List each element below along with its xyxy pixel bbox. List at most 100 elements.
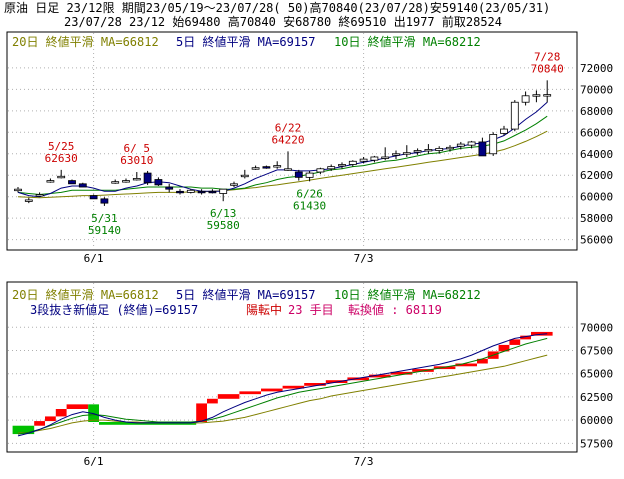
candle bbox=[467, 140, 476, 149]
top-y-tick-label: 72000 bbox=[580, 62, 613, 75]
candle-body bbox=[230, 183, 238, 186]
candle bbox=[456, 141, 465, 150]
candle bbox=[413, 148, 422, 155]
ma10-line-bottom bbox=[17, 337, 548, 435]
candle bbox=[370, 155, 379, 163]
brick-up bbox=[55, 409, 67, 417]
candle-body bbox=[273, 165, 282, 168]
candle-body bbox=[154, 179, 163, 186]
candle bbox=[35, 192, 44, 197]
candle bbox=[197, 189, 206, 195]
top-y-tick-label: 62000 bbox=[580, 169, 613, 182]
annotation-date: 6/26 bbox=[296, 187, 323, 200]
top-y-tick-label: 70000 bbox=[580, 83, 613, 96]
candle bbox=[510, 100, 519, 132]
candle bbox=[176, 189, 184, 195]
candle-body bbox=[132, 178, 141, 181]
bottom-y-tick-label: 62500 bbox=[580, 391, 613, 404]
annotation-value: 64220 bbox=[271, 133, 304, 146]
bottom-moving-averages bbox=[17, 333, 548, 437]
candle-body bbox=[424, 149, 433, 152]
top-y-tick-label: 60000 bbox=[580, 191, 613, 204]
candle-body bbox=[435, 147, 444, 151]
candle bbox=[316, 167, 325, 175]
candle-body bbox=[251, 167, 260, 170]
candle bbox=[111, 179, 120, 184]
candle bbox=[78, 182, 87, 188]
candle bbox=[251, 165, 260, 170]
candle bbox=[219, 188, 228, 202]
break-title: 3段抜き新値足 (終値)=69157 bbox=[30, 302, 198, 317]
candle-body bbox=[456, 143, 465, 147]
ma10-line bbox=[17, 115, 548, 196]
candle bbox=[489, 132, 498, 156]
candle bbox=[154, 177, 163, 186]
candle bbox=[392, 150, 400, 160]
candlesticks bbox=[14, 80, 552, 206]
candle bbox=[186, 189, 195, 194]
brick-up bbox=[498, 344, 510, 352]
candle-body bbox=[165, 186, 174, 190]
legend-ma10: 10日 終値平滑 MA=68212 bbox=[334, 34, 481, 49]
candle bbox=[100, 197, 109, 206]
annotation-value: 62630 bbox=[45, 152, 78, 165]
top-panel-frame bbox=[6, 31, 578, 251]
candle-body bbox=[176, 190, 184, 194]
header-line-2: 23/07/28 23/12 始69480 高70840 安68780 終695… bbox=[64, 14, 502, 29]
bottom-y-tick-label: 60000 bbox=[580, 414, 613, 427]
top-y-axis: 56000 58000 60000 62000 64000 66000 68000 70000… bbox=[580, 62, 613, 247]
candle bbox=[57, 169, 66, 179]
candle bbox=[208, 189, 217, 194]
candle bbox=[273, 161, 282, 169]
ma5-line-bottom bbox=[17, 333, 548, 437]
bottom-y-tick-label: 57500 bbox=[580, 437, 613, 450]
candle-body bbox=[294, 171, 303, 178]
candle-body bbox=[316, 168, 325, 173]
legend-ma20-bottom: 20日 終値平滑 MA=66812 bbox=[12, 287, 159, 302]
candle-body bbox=[68, 180, 76, 185]
brick-up bbox=[304, 383, 326, 386]
candle-body bbox=[197, 190, 206, 194]
top-y-tick-label: 66000 bbox=[580, 126, 613, 139]
candle bbox=[14, 187, 22, 193]
candle-body bbox=[186, 189, 195, 193]
top-x-tick-label: 6/1 bbox=[84, 252, 104, 265]
brick-up bbox=[520, 335, 531, 340]
candle-body bbox=[111, 181, 120, 184]
candle bbox=[338, 162, 346, 169]
candle-body bbox=[392, 153, 400, 156]
candle-body bbox=[532, 94, 541, 97]
break-status: 陽転中 bbox=[246, 302, 282, 317]
annotation-value: 63010 bbox=[120, 154, 153, 167]
candle bbox=[68, 179, 76, 185]
break-reversal: 転換値 : 68119 bbox=[348, 302, 442, 317]
candle-body bbox=[240, 174, 249, 178]
brick-up bbox=[196, 403, 207, 422]
candle bbox=[532, 90, 541, 103]
candle bbox=[294, 169, 303, 181]
annotation-date: 5/31 bbox=[91, 212, 118, 225]
candle-body bbox=[510, 101, 519, 130]
brick-up bbox=[207, 398, 218, 404]
bottom-y-tick-label: 65000 bbox=[580, 368, 613, 381]
candle-body bbox=[521, 95, 530, 103]
candle bbox=[240, 169, 249, 179]
candle bbox=[500, 125, 508, 136]
annotation-value: 70840 bbox=[531, 62, 564, 75]
bottom-x-axis: 6/1 7/3 bbox=[84, 455, 374, 468]
top-y-tick-label: 64000 bbox=[580, 148, 613, 161]
candle-body bbox=[78, 183, 87, 188]
candle-body bbox=[489, 134, 498, 155]
bottom-y-tick-label: 67500 bbox=[580, 345, 613, 358]
brick-up bbox=[34, 421, 45, 426]
bottom-panel-frame bbox=[6, 281, 578, 453]
candle-body bbox=[208, 190, 217, 194]
annotation-value: 61430 bbox=[293, 199, 326, 212]
candle-body bbox=[370, 156, 379, 161]
candle-body bbox=[24, 199, 33, 202]
legend-ma5: 5日 終値平滑 MA=69157 bbox=[176, 34, 315, 49]
brick-up bbox=[369, 374, 391, 378]
